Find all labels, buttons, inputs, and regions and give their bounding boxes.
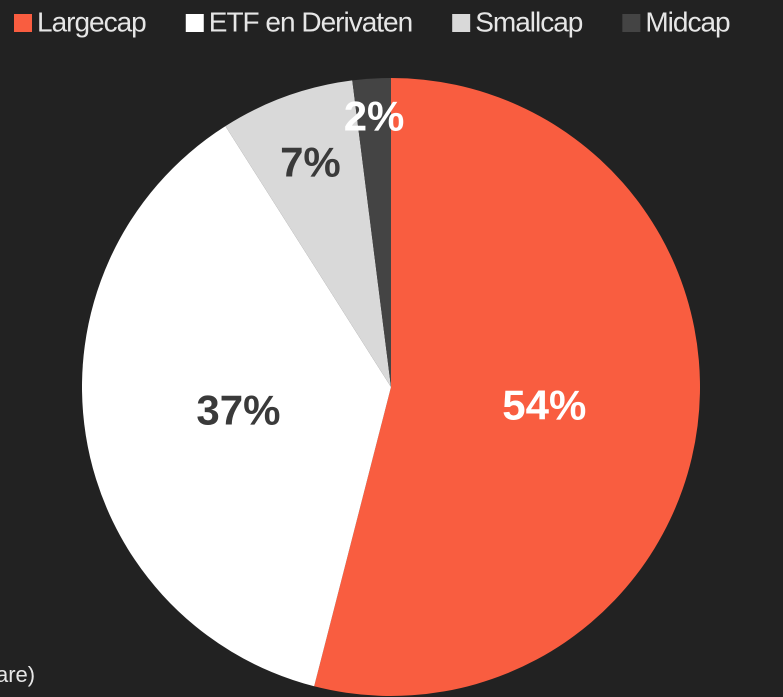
- legend-swatch: [622, 14, 641, 32]
- legend-label: ETF en Derivaten: [209, 6, 412, 37]
- pie-slice: [82, 126, 391, 687]
- pie-slice: [352, 78, 391, 387]
- pie-slice: [225, 80, 391, 387]
- legend-label: Smallcap: [475, 6, 583, 37]
- legend-swatch: [14, 14, 32, 32]
- legend-swatch: [185, 14, 204, 32]
- legend: Largecap ETF en Derivaten Smallcap Midcap: [14, 6, 731, 37]
- pie-slice: [314, 78, 700, 696]
- data-label: 2%: [344, 93, 405, 140]
- data-label: 54%: [502, 381, 586, 428]
- data-labels: 54% 37% 7%2%: [196, 93, 586, 434]
- legend-swatch: [452, 14, 471, 32]
- footnote: are): [0, 662, 35, 687]
- pie: [82, 78, 700, 696]
- data-label: 7%: [280, 138, 341, 185]
- legend-label: Midcap: [645, 6, 730, 37]
- data-label: 37%: [196, 386, 280, 433]
- legend-label: Largecap: [37, 6, 146, 37]
